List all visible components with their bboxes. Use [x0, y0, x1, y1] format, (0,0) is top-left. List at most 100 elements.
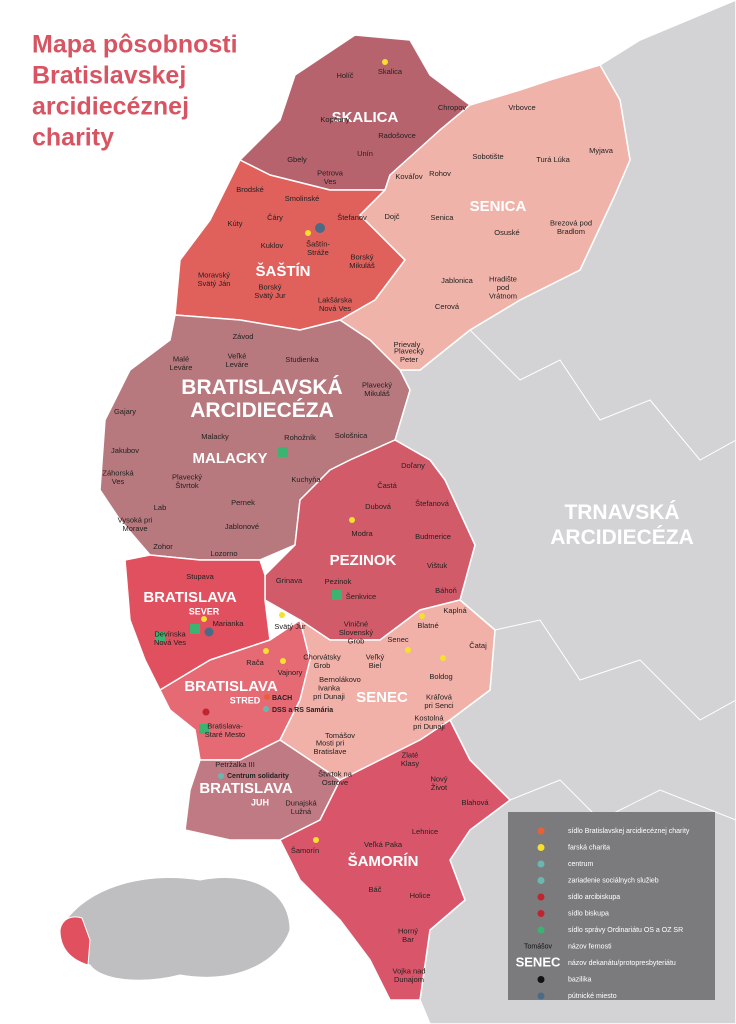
legend-icon: [537, 976, 545, 983]
place-label: Častá: [377, 481, 397, 490]
place-label: Rohožník: [284, 433, 316, 442]
title: Bratislavskej: [32, 62, 186, 90]
place-label: Šaštín-: [306, 240, 330, 249]
place-label: Prievaly: [394, 340, 421, 349]
legend-icon: [537, 860, 545, 868]
ordinariate-marker: [155, 632, 165, 642]
place-label: Štvrtok na: [318, 770, 353, 779]
legend-icon: [537, 992, 545, 1000]
place-label: Unín: [357, 149, 373, 158]
place-label: Dunajská: [285, 799, 317, 808]
place-label: Cerová: [435, 302, 460, 311]
place-label: pri Senci: [424, 701, 454, 710]
charity-marker: [313, 837, 319, 843]
region-label: ŠAŠTÍN: [255, 262, 310, 280]
place-label: Dojč: [384, 212, 399, 221]
ordinariate-marker: [190, 624, 200, 634]
place-label: Ves: [324, 177, 337, 186]
charity-marker: [201, 616, 207, 622]
place-label: Bratislave: [314, 747, 347, 756]
pilgrimage-marker: [315, 223, 325, 233]
region-label: SENEC: [356, 689, 408, 706]
institution-label: BACH: [272, 695, 292, 702]
charity-marker: [280, 658, 286, 664]
place-label: Grob: [348, 636, 365, 645]
legend-icon: [537, 910, 545, 917]
place-label: Ostrove: [322, 778, 348, 787]
place-label: Lužná: [291, 807, 312, 816]
place-label: Pernek: [231, 498, 255, 507]
place-label: Rohov: [429, 169, 451, 178]
place-label: Čáry: [267, 213, 283, 222]
place-label: Leváre: [226, 360, 249, 369]
place-label: Nový: [430, 775, 447, 784]
place-label: Ivanka: [318, 684, 341, 693]
place-label: Mikuláš: [364, 389, 390, 398]
charity-marker: [440, 655, 446, 661]
place-label: Morave: [122, 524, 147, 533]
region-label: BRATISLAVA: [184, 678, 277, 695]
place-label: Blatné: [417, 621, 438, 630]
region-label: ARCIDIECÉZA: [190, 399, 334, 422]
place-label: Slovenský: [339, 628, 373, 637]
place-label: Grob: [314, 661, 331, 670]
place-label: Petržalka III: [215, 760, 255, 769]
legend-label: názov fernosti: [568, 943, 612, 950]
charity-marker: [279, 612, 285, 618]
place-label: Sološnica: [335, 431, 368, 440]
legend-label: zariadenie sociálnych služieb: [568, 877, 659, 884]
ordinariate-marker: [199, 724, 209, 734]
region-sublabel: JUH: [251, 797, 269, 807]
place-label: Bar: [402, 935, 414, 944]
place-label: Plavecký: [362, 381, 392, 390]
place-label: Plavecký: [172, 473, 202, 482]
legend-box: [508, 812, 715, 1000]
place-label: Budmerice: [415, 532, 451, 541]
place-label: Staré Mesto: [205, 730, 245, 739]
place-label: Blahová: [461, 798, 489, 807]
place-label: Tomášov: [325, 731, 355, 740]
place-label: Moravský: [198, 271, 230, 280]
place-label: Klasy: [401, 759, 420, 768]
legend-label: názov dekanátu/protopresbyteriátu: [568, 960, 676, 967]
legend-icon: [537, 827, 545, 835]
region-label: ARCIDIECÉZA: [550, 526, 694, 549]
ordinariate-marker: [278, 447, 288, 457]
place-label: Lab: [154, 503, 167, 512]
place-label: pod: [497, 283, 510, 292]
place-label: Svätý Ján: [198, 279, 231, 288]
charity-marker: [263, 648, 269, 654]
place-label: Štefanov: [337, 213, 367, 222]
place-label: Senec: [387, 635, 409, 644]
place-label: Viničné: [344, 619, 368, 628]
place-label: Vysoká pri: [118, 516, 153, 525]
place-label: Holice: [410, 891, 431, 900]
charity-marker: [349, 517, 355, 523]
place-label: Sobotište: [472, 152, 503, 161]
place-label: Gajary: [114, 407, 136, 416]
place-label: Kováľov: [395, 172, 422, 181]
place-label: Zohor: [153, 542, 173, 551]
place-label: Jakubov: [111, 446, 139, 455]
place-label: Kuchyňa: [291, 475, 321, 484]
place-label: Radošovce: [378, 131, 416, 140]
institution-label: DSS a RS Samária: [272, 707, 333, 714]
legend-icon: [537, 844, 545, 851]
place-label: Modra: [351, 529, 373, 538]
place-label: Holíč: [336, 71, 353, 80]
place-label: Senica: [431, 213, 455, 222]
place-label: Veľký: [366, 653, 385, 662]
place-label: Kúty: [227, 219, 242, 228]
border: [494, 619, 736, 721]
legend-label: pútnické miesto: [568, 993, 617, 1000]
place-label: Veľká Paka: [364, 840, 403, 849]
place-label: Petrova: [317, 169, 344, 178]
place-label: Nová Ves: [154, 638, 186, 647]
place-label: Pezinok: [325, 577, 352, 586]
place-label: Závod: [233, 332, 254, 341]
place-label: Záhorská: [102, 469, 134, 478]
place-label: Lakšárska: [318, 296, 353, 305]
legend-sample: Tomášov: [524, 943, 553, 950]
map-shapes: [59, 0, 736, 1024]
place-label: Bernolákovo: [319, 675, 361, 684]
